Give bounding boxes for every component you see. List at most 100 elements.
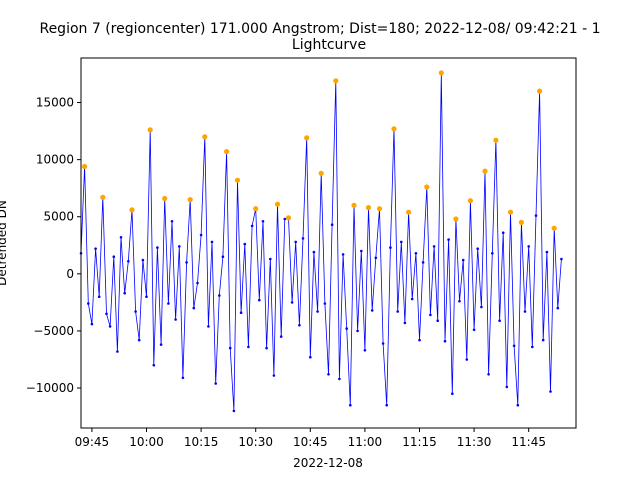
data-point — [279, 335, 283, 338]
y-tick-label: −10000 — [26, 381, 74, 395]
data-point — [97, 295, 101, 299]
data-point — [400, 240, 403, 244]
peak-marker — [202, 134, 208, 140]
data-point — [396, 310, 400, 313]
data-point — [556, 306, 560, 310]
data-point — [167, 302, 170, 305]
data-point — [119, 236, 123, 239]
data-point — [137, 338, 141, 342]
data-point — [141, 258, 145, 262]
data-point — [451, 392, 454, 396]
data-point — [243, 242, 247, 246]
data-point — [534, 214, 538, 217]
data-point — [370, 309, 374, 312]
x-axis-label: 2022-12-08 — [293, 456, 363, 470]
x-tick-label: 11:15 — [402, 435, 437, 449]
y-tick-label: 0 — [66, 267, 74, 281]
data-point — [247, 345, 250, 349]
data-point — [123, 291, 126, 295]
data-point — [338, 377, 341, 381]
data-point — [258, 298, 261, 302]
data-point — [192, 306, 196, 310]
data-point — [447, 238, 450, 241]
data-point — [290, 301, 294, 304]
data-point — [312, 250, 316, 254]
peak-marker — [234, 177, 241, 183]
data-point — [491, 252, 494, 255]
x-tick-label: 10:00 — [129, 435, 164, 449]
y-tick-label: 10000 — [36, 153, 74, 167]
data-point — [374, 256, 378, 260]
data-point — [265, 346, 268, 350]
peak-marker — [100, 194, 106, 200]
data-point — [429, 313, 432, 317]
data-point — [349, 403, 352, 407]
peak-markers — [82, 70, 557, 231]
data-point — [432, 245, 436, 248]
data-point — [385, 403, 389, 407]
data-point — [181, 376, 185, 380]
peak-marker — [424, 184, 430, 190]
data-point — [152, 363, 156, 367]
data-point — [145, 295, 148, 299]
data-point — [410, 297, 414, 301]
data-point — [298, 323, 301, 327]
x-tick-label: 11:00 — [348, 435, 383, 449]
data-point — [480, 305, 483, 309]
peak-marker — [365, 205, 372, 211]
peak-marker — [162, 195, 168, 202]
data-point — [418, 338, 421, 342]
chart-title: Region 7 (regioncenter) 171.000 Angstrom… — [39, 21, 600, 37]
data-point — [476, 247, 480, 250]
data-point — [458, 299, 461, 303]
chart-subtitle: Lightcurve — [292, 37, 366, 53]
peak-marker — [551, 225, 557, 231]
y-tick-label: 5000 — [43, 210, 74, 224]
peak-marker — [285, 215, 292, 221]
peak-marker — [467, 198, 473, 204]
data-point — [301, 237, 305, 240]
data-point — [112, 255, 116, 258]
data-point — [90, 322, 94, 326]
x-tick-label: 10:45 — [293, 435, 328, 449]
peak-marker — [304, 135, 310, 141]
y-tick-label: −5000 — [33, 324, 74, 338]
data-point — [108, 325, 112, 328]
data-point — [316, 310, 319, 313]
data-point — [134, 310, 137, 313]
y-tick-label: 15000 — [36, 96, 74, 110]
data-point — [218, 294, 221, 297]
data-point — [531, 345, 534, 349]
y-axis-label: Detrended DN — [0, 200, 9, 286]
data-point — [545, 250, 549, 254]
data-point — [178, 245, 181, 248]
data-point — [512, 344, 516, 348]
peak-marker — [438, 70, 444, 76]
data-point — [472, 328, 476, 332]
data-point — [269, 257, 272, 261]
peak-marker — [129, 207, 135, 213]
data-point — [421, 261, 425, 264]
peak-marker — [274, 201, 281, 207]
x-tick-label: 11:45 — [511, 435, 546, 449]
data-point — [309, 355, 312, 359]
data-point — [443, 339, 447, 343]
data-point — [232, 409, 236, 413]
x-tick-label: 11:30 — [457, 435, 492, 449]
plot-area — [79, 70, 563, 413]
data-point — [330, 223, 334, 226]
data-point — [207, 325, 210, 328]
peak-marker — [406, 209, 412, 215]
peak-marker — [253, 206, 259, 212]
data-point — [228, 346, 232, 350]
peak-marker — [187, 197, 193, 203]
data-point — [239, 311, 243, 315]
data-point — [403, 321, 407, 325]
data-point — [323, 302, 327, 305]
peak-marker — [518, 219, 525, 225]
data-point — [487, 373, 490, 376]
peak-marker — [318, 170, 324, 176]
data-point — [523, 310, 527, 313]
data-point — [341, 253, 345, 256]
data-point — [498, 319, 501, 323]
